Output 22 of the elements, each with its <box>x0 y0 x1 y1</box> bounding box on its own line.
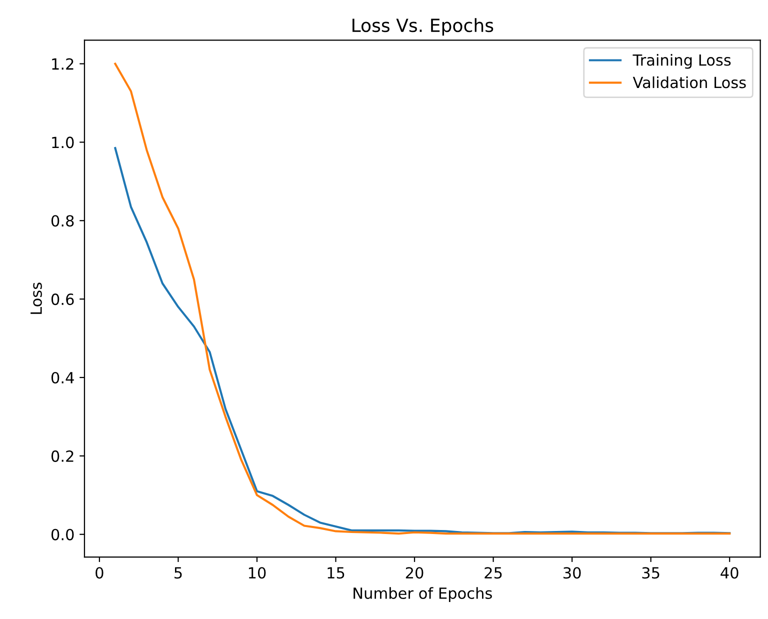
y-tick-label: 1.0 <box>52 136 74 148</box>
x-tick-label: 10 <box>248 567 266 579</box>
y-tick-label: 0.4 <box>51 372 74 384</box>
y-tick-label: 1.2 <box>52 58 74 70</box>
y-axis-title: Loss <box>30 282 42 314</box>
x-tick-label: 25 <box>484 567 502 579</box>
y-tick-label: 0.2 <box>51 450 74 462</box>
legend-label: Validation Loss <box>632 76 746 88</box>
line-series <box>114 147 731 534</box>
x-tick-label: 5 <box>174 567 182 579</box>
x-axis-title: Number of Epochs <box>354 587 492 602</box>
x-tick-label: 35 <box>642 567 660 579</box>
y-tick-label: 0.0 <box>51 528 74 540</box>
x-tick-label: 15 <box>328 567 344 579</box>
legend-label: Training Loss <box>632 54 731 69</box>
x-tick-label: 30 <box>564 567 581 579</box>
x-tick-label: 20 <box>406 567 424 579</box>
x-tick-label: 0 <box>96 567 104 579</box>
y-tick-label: 0.6 <box>51 294 74 306</box>
x-tick-label: 40 <box>720 567 738 579</box>
y-tick-label: 0.8 <box>51 215 74 227</box>
chart-title: Loss Vs. Epochs <box>352 18 494 36</box>
